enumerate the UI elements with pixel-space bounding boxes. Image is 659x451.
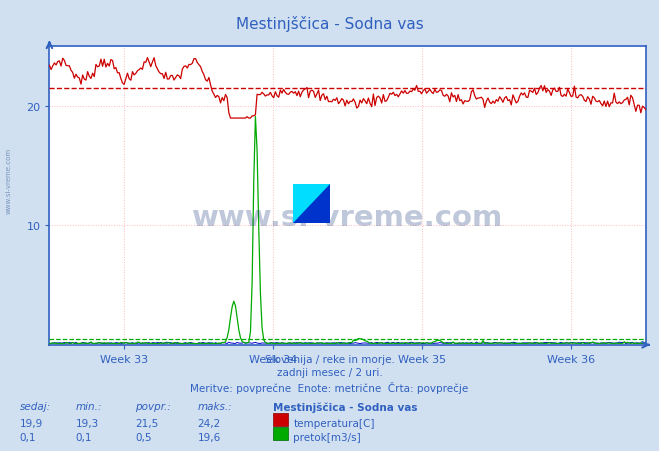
Text: maks.:: maks.: xyxy=(198,401,233,411)
Polygon shape xyxy=(293,185,330,223)
Text: www.si-vreme.com: www.si-vreme.com xyxy=(5,147,11,213)
Text: temperatura[C]: temperatura[C] xyxy=(293,419,375,428)
Text: sedaj:: sedaj: xyxy=(20,401,51,411)
Text: 24,2: 24,2 xyxy=(198,419,221,428)
Polygon shape xyxy=(293,185,330,223)
Text: Mestinjščica - Sodna vas: Mestinjščica - Sodna vas xyxy=(273,401,418,412)
Text: 0,5: 0,5 xyxy=(135,432,152,442)
Text: 21,5: 21,5 xyxy=(135,419,158,428)
Text: Meritve: povprečne  Enote: metrične  Črta: povprečje: Meritve: povprečne Enote: metrične Črta:… xyxy=(190,381,469,393)
Text: 19,6: 19,6 xyxy=(198,432,221,442)
Text: povpr.:: povpr.: xyxy=(135,401,171,411)
Text: zadnji mesec / 2 uri.: zadnji mesec / 2 uri. xyxy=(277,368,382,377)
Text: pretok[m3/s]: pretok[m3/s] xyxy=(293,432,361,442)
Text: 19,9: 19,9 xyxy=(20,419,43,428)
Polygon shape xyxy=(293,185,330,223)
Text: www.si-vreme.com: www.si-vreme.com xyxy=(192,203,503,231)
Text: 0,1: 0,1 xyxy=(20,432,36,442)
Text: 0,1: 0,1 xyxy=(76,432,92,442)
Text: Mestinjščica - Sodna vas: Mestinjščica - Sodna vas xyxy=(236,16,423,32)
Text: 19,3: 19,3 xyxy=(76,419,99,428)
Text: min.:: min.: xyxy=(76,401,102,411)
Text: Slovenija / reke in morje.: Slovenija / reke in morje. xyxy=(264,354,395,364)
